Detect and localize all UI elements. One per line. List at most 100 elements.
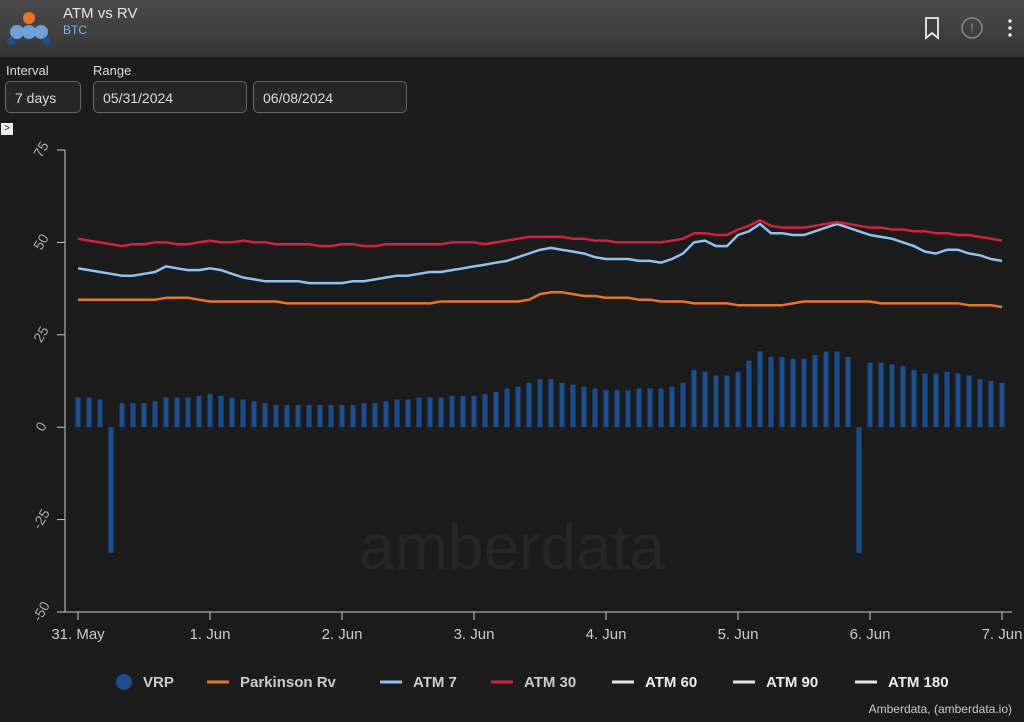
legend-item[interactable]: VRP bbox=[116, 674, 174, 691]
bar bbox=[130, 403, 136, 428]
bar bbox=[174, 397, 180, 428]
legend-label: ATM 7 bbox=[413, 674, 457, 691]
bar bbox=[251, 401, 257, 428]
subtitle: BTC bbox=[63, 23, 87, 37]
bar bbox=[933, 373, 939, 428]
bar bbox=[702, 371, 708, 428]
bar bbox=[119, 403, 125, 428]
bar bbox=[988, 381, 994, 428]
bar bbox=[570, 384, 576, 428]
bar bbox=[867, 362, 873, 428]
bar bbox=[383, 401, 389, 428]
range-start[interactable]: 05/31/2024 bbox=[93, 81, 247, 113]
legend-item[interactable]: ATM 180 bbox=[855, 674, 949, 691]
bar bbox=[526, 382, 532, 428]
y-tick-label: 75 bbox=[30, 138, 52, 160]
bar bbox=[350, 405, 356, 428]
bar bbox=[515, 386, 521, 428]
legend-label: ATM 30 bbox=[524, 674, 576, 691]
line bbox=[77, 222, 1003, 285]
legend-item[interactable]: ATM 30 bbox=[491, 674, 576, 691]
menu-icon[interactable] bbox=[1008, 19, 1012, 37]
bar bbox=[372, 403, 378, 428]
bar bbox=[438, 397, 444, 428]
bar bbox=[823, 351, 829, 428]
bar bbox=[911, 369, 917, 428]
bar bbox=[207, 393, 213, 428]
bar bbox=[757, 351, 763, 428]
bar bbox=[768, 356, 774, 428]
bar bbox=[812, 355, 818, 428]
svg-text:!: ! bbox=[970, 20, 974, 35]
header: ATM vs RV BTC ! bbox=[0, 0, 1024, 57]
bar bbox=[790, 358, 796, 428]
bar bbox=[471, 395, 477, 428]
bar bbox=[955, 373, 961, 428]
bar bbox=[317, 405, 323, 428]
legend-label: ATM 60 bbox=[645, 674, 697, 691]
interval-label: Interval bbox=[6, 63, 49, 78]
bar bbox=[559, 382, 565, 428]
bar bbox=[647, 388, 653, 428]
bar bbox=[691, 369, 697, 428]
bar bbox=[977, 379, 983, 428]
bar bbox=[900, 366, 906, 428]
bar bbox=[603, 390, 609, 428]
title: ATM vs RV bbox=[63, 5, 138, 22]
watermark: amberdata bbox=[359, 511, 665, 583]
credit: Amberdata, (amberdata.io) bbox=[869, 702, 1012, 716]
x-tick-label: 7. Jun bbox=[982, 626, 1023, 643]
bar bbox=[427, 397, 433, 428]
bar bbox=[779, 356, 785, 428]
bar bbox=[504, 388, 510, 428]
legend-item[interactable]: Parkinson Rv bbox=[207, 674, 337, 691]
bar bbox=[273, 405, 279, 428]
logo bbox=[7, 12, 51, 45]
bar bbox=[108, 427, 114, 553]
bookmark-icon[interactable] bbox=[925, 17, 939, 40]
x-tick-label: 31. May bbox=[51, 626, 105, 643]
bar bbox=[537, 379, 543, 428]
legend-item[interactable]: ATM 60 bbox=[612, 674, 697, 691]
legend-item[interactable]: ATM 7 bbox=[380, 674, 457, 691]
bar bbox=[361, 403, 367, 428]
bar bbox=[493, 392, 499, 428]
bar bbox=[97, 399, 103, 428]
bar bbox=[306, 405, 312, 428]
bar bbox=[163, 397, 169, 428]
legend-label: ATM 90 bbox=[766, 674, 818, 691]
y-tick-label: -25 bbox=[29, 506, 53, 532]
bar bbox=[394, 399, 400, 428]
bar bbox=[240, 399, 246, 428]
interval-select[interactable]: 7 days bbox=[5, 81, 81, 113]
bar bbox=[141, 403, 147, 428]
bar bbox=[152, 401, 158, 428]
y-tick-label: 25 bbox=[30, 323, 52, 345]
legend-symbol bbox=[116, 674, 132, 690]
bar bbox=[284, 405, 290, 428]
x-tick-label: 4. Jun bbox=[586, 626, 627, 643]
bar bbox=[592, 388, 598, 428]
bar bbox=[669, 386, 675, 428]
bar bbox=[196, 395, 202, 428]
bar bbox=[328, 405, 334, 428]
bar bbox=[482, 393, 488, 428]
bar bbox=[625, 390, 631, 428]
range-end[interactable]: 06/08/2024 bbox=[253, 81, 407, 113]
expand-toggle[interactable]: > bbox=[1, 123, 13, 135]
bar bbox=[229, 397, 235, 428]
bar bbox=[845, 356, 851, 428]
bar bbox=[922, 373, 928, 428]
bar bbox=[834, 351, 840, 428]
x-tick-label: 6. Jun bbox=[850, 626, 891, 643]
bar bbox=[339, 405, 345, 428]
toolbar: ! bbox=[925, 17, 1012, 40]
bar bbox=[944, 371, 950, 428]
info-icon[interactable] bbox=[961, 17, 983, 39]
bar bbox=[581, 386, 587, 428]
bar bbox=[460, 395, 466, 428]
bar bbox=[713, 375, 719, 428]
bar bbox=[724, 375, 730, 428]
legend-item[interactable]: ATM 90 bbox=[733, 674, 818, 691]
